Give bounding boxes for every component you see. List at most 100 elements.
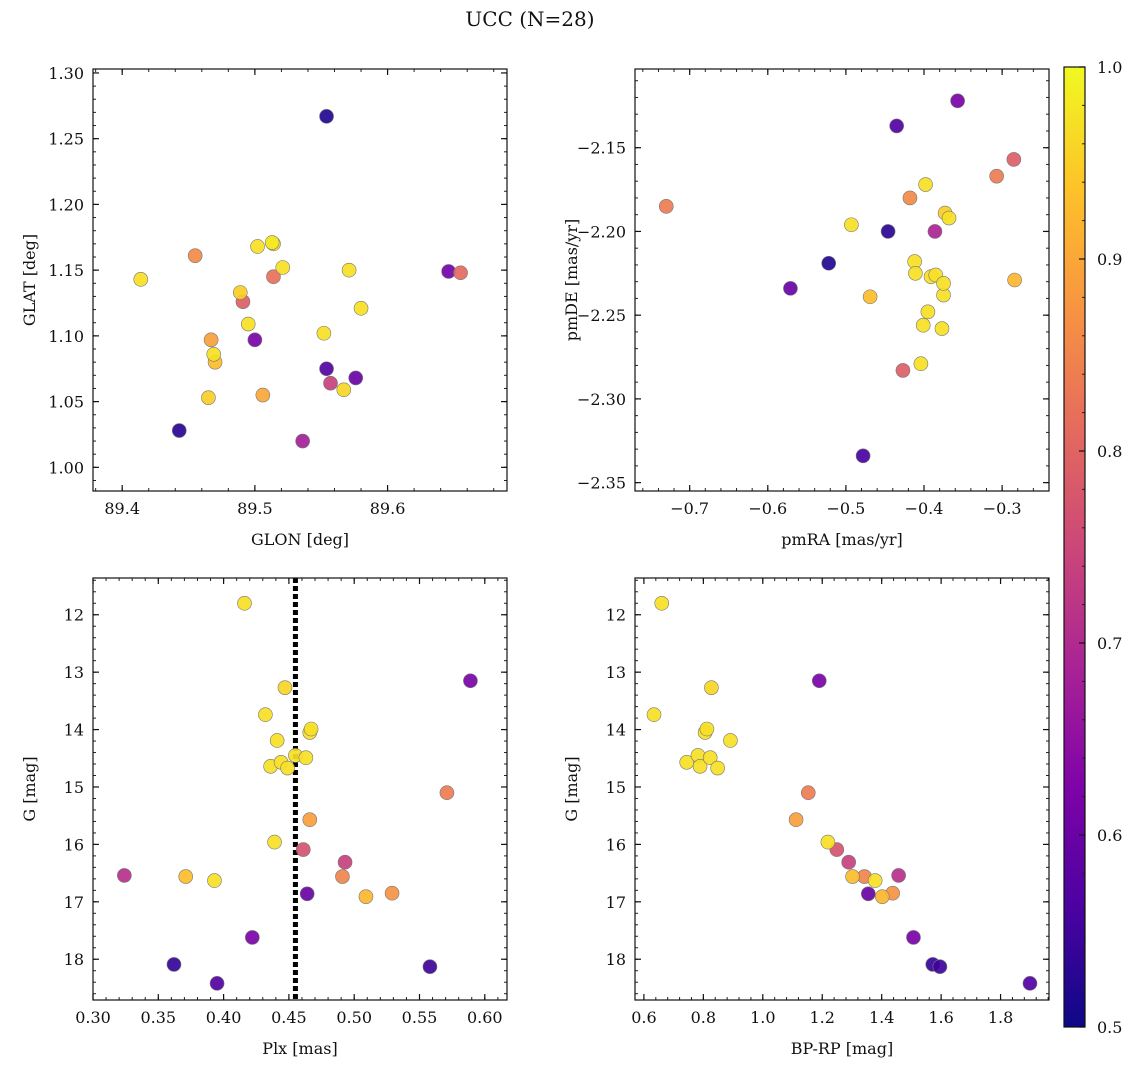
data-point [348,370,364,386]
colorbar-tick-label: 1.0 [1097,58,1122,77]
data-point [240,316,256,332]
data-point [874,889,890,904]
data-point [692,759,708,774]
panel-4: 0.6 0.8 1.0 1.2 1.4 1.6 1.8 12 13 14 15 16 17 18 BP-RP… [562,577,1050,1058]
data-point [353,300,369,316]
panel-3: 0.30 0.35 0.40 0.45 0.50 0.55 0.60 12 13 14 15 16 17… [20,577,508,1058]
data-point [788,812,804,828]
x-tick-label: 0.60 [467,1008,503,1027]
data-point [336,382,352,398]
data-point [861,886,876,902]
data-point [880,224,896,239]
data-point [463,673,478,689]
x-axis-label: Plx [mas] [262,1039,337,1058]
data-point [258,707,273,722]
x-tick-label: 0.40 [206,1008,242,1027]
data-point [702,750,718,766]
data-point [245,930,260,945]
x-tick-label: 1.4 [869,1008,894,1027]
y-tick-label: 1.30 [48,64,84,83]
data-point [989,168,1004,184]
data-point [302,812,318,828]
y-tick-label: 1.15 [48,261,84,280]
y-tick-label: 18 [64,950,84,969]
x-tick-label: 89.5 [237,499,273,518]
data-point [895,363,911,378]
x-tick-label: −0.6 [748,499,787,518]
data-point [679,755,695,770]
y-axis-label: G [mag] [20,756,39,821]
data-point [166,957,182,972]
x-tick-label: −0.5 [826,499,865,518]
x-tick-label: 0.35 [140,1008,176,1027]
x-tick-label: 0.8 [691,1008,716,1027]
data-point [950,93,965,109]
x-tick-label: −0.7 [670,499,709,518]
y-tick-label: 1.00 [48,458,84,477]
data-point [323,375,338,391]
x-tick-label: 0.30 [75,1008,111,1027]
data-point [704,680,719,695]
data-point [337,854,353,870]
y-tick-label: 17 [64,893,84,912]
data-point [277,680,293,695]
data-point [247,332,263,348]
colorbar-frame [1063,66,1086,1028]
y-tick-label: −2.15 [577,139,626,158]
data-point [710,760,725,776]
data-point [209,976,225,991]
data-point [908,266,923,281]
y-tick-label: 1.05 [48,393,84,412]
y-tick-label: 15 [64,778,84,797]
data-point [936,276,951,291]
x-tick-label: 0.6 [631,1008,656,1027]
data-point [889,118,904,134]
data-point [319,361,334,377]
data-point [841,854,856,870]
data-point [264,235,280,250]
axes-frame [634,68,1050,492]
y-tick-label: −2.20 [577,222,626,241]
panel-2: −0.7 −0.6 −0.5 −0.4 −0.3 −2.35 −2.30 −2.25 −2.20… [562,68,1050,549]
data-point [844,217,859,233]
data-point [280,760,295,776]
data-point [934,321,950,336]
data-point [269,733,285,748]
y-tick-label: 17 [606,893,626,912]
data-point [811,673,827,689]
colorbar-tick-label: 0.6 [1097,826,1122,845]
axes-frame [92,68,508,492]
data-point [319,109,334,124]
data-point [422,959,438,974]
data-point [203,332,219,348]
data-point [133,272,149,287]
y-tick-label: 16 [64,835,84,854]
y-tick-label: 13 [606,663,626,682]
data-point [862,289,878,305]
data-point [316,325,332,341]
colorbar-gradient [1064,67,1085,1027]
colorbar-tick-label: 0.7 [1097,634,1122,653]
data-point [201,390,216,405]
data-point [855,448,871,464]
data-point [906,930,921,945]
data-point [654,595,670,611]
y-tick-label: 14 [606,721,626,740]
data-point [723,733,738,748]
data-point [918,177,933,192]
colorbar: 0.5 0.6 0.7 0.8 0.9 1.0 [1063,58,1122,1037]
y-tick-label: 18 [606,950,626,969]
x-tick-label: 0.50 [336,1008,372,1027]
colorbar-tick-label: 0.5 [1097,1018,1122,1037]
y-tick-label: 13 [64,663,84,682]
data-point [178,869,194,884]
x-axis-label: BP-RP [mag] [791,1039,893,1058]
data-point [439,785,455,801]
y-axis-label: G [mag] [562,756,581,821]
data-point [171,423,187,438]
data-point [232,285,248,300]
y-tick-label: −2.30 [577,390,626,409]
data-point [932,959,948,974]
x-axis-label: GLON [deg] [251,530,349,549]
